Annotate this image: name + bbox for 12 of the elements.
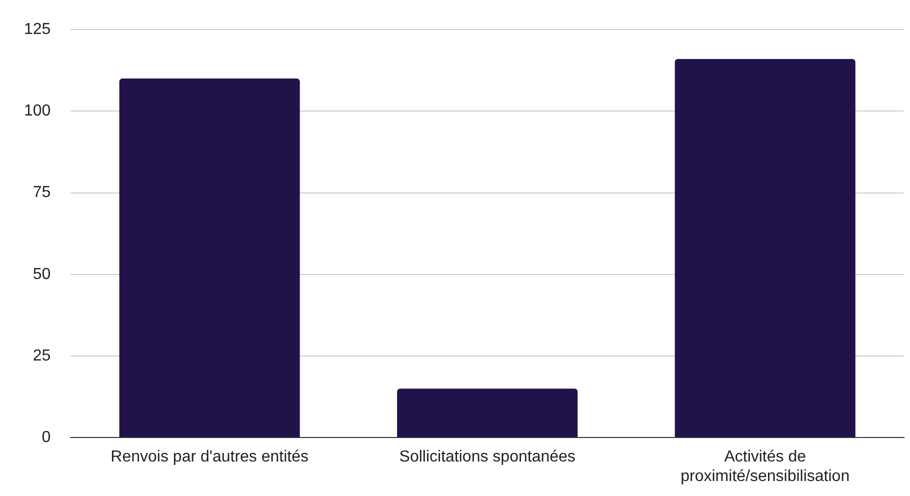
y-tick-label: 0 [42, 429, 51, 446]
y-tick-label: 100 [24, 102, 51, 120]
bar [397, 388, 578, 438]
y-tick-label: 75 [32, 184, 51, 202]
x-tick-label: Renvois par d'autres entités [110, 448, 308, 466]
x-tick-label: Activités de proximité/sensibilisation [680, 448, 850, 485]
y-tick-label: 125 [24, 21, 51, 38]
x-tick-label: Sollicitations spontanées [399, 448, 576, 466]
y-tick-label: 50 [32, 266, 51, 283]
bar [119, 78, 300, 438]
y-tick-label: 25 [32, 347, 51, 364]
bar [674, 58, 856, 438]
